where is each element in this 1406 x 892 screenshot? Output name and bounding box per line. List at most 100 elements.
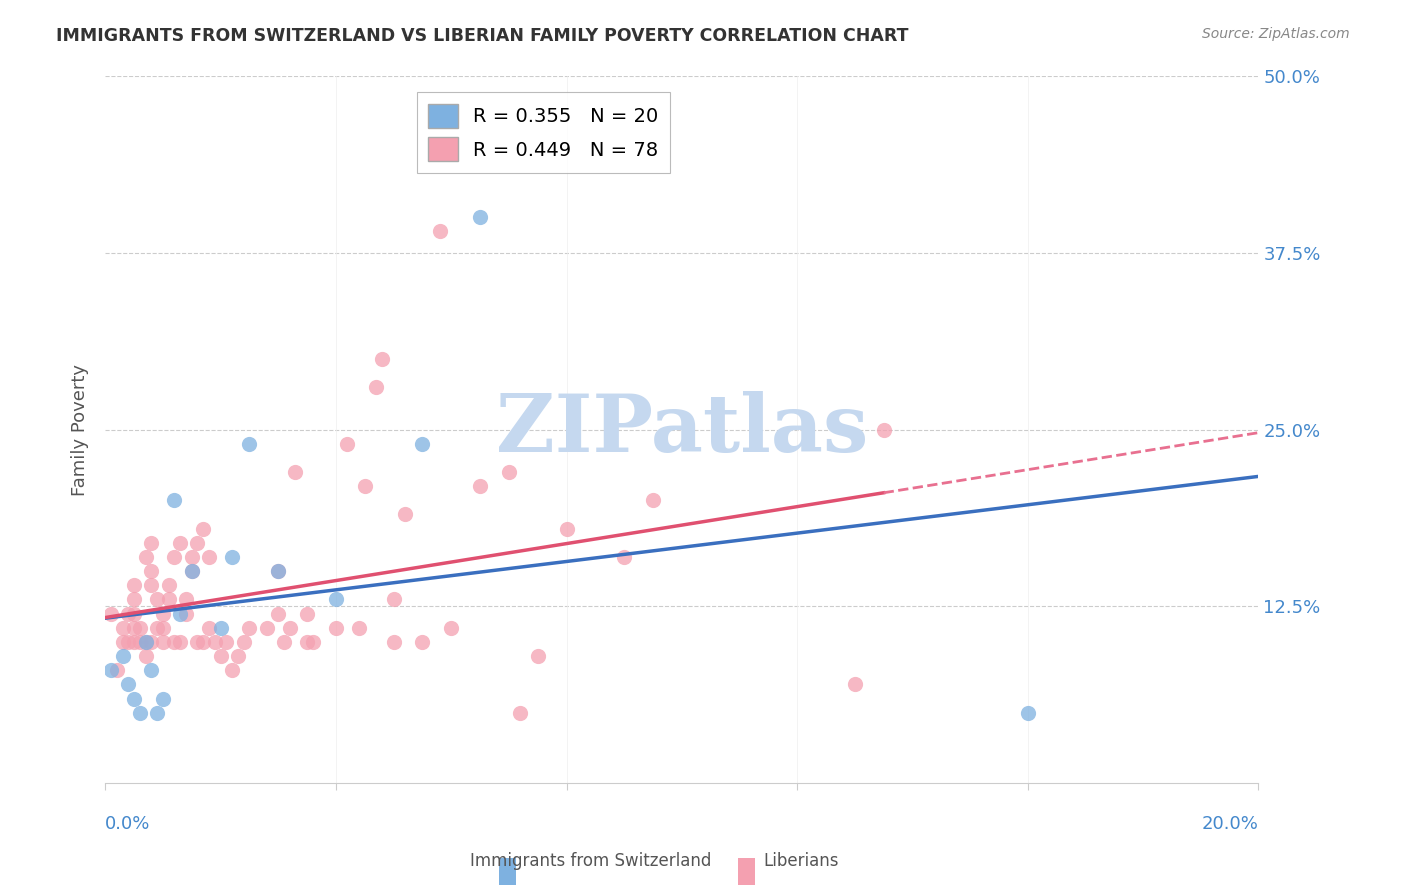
Point [141, 663, 163, 677]
Point [169, 635, 191, 649]
Point [146, 592, 169, 607]
Point [411, 436, 433, 450]
Point [111, 635, 134, 649]
Point [141, 535, 163, 549]
Point [180, 564, 202, 578]
Point [215, 635, 238, 649]
Point [411, 635, 433, 649]
Point [613, 549, 636, 564]
Point [174, 592, 197, 607]
Point [169, 607, 191, 621]
Point [353, 479, 375, 493]
Point [135, 549, 157, 564]
Point [180, 549, 202, 564]
Point [209, 621, 232, 635]
Point [135, 635, 157, 649]
Point [146, 706, 169, 720]
Point [135, 635, 157, 649]
Point [186, 535, 208, 549]
Point [468, 210, 491, 224]
Point [844, 677, 866, 691]
Point [498, 465, 520, 479]
Point [152, 691, 174, 706]
Point [204, 635, 226, 649]
Point [157, 592, 180, 607]
Point [226, 648, 249, 663]
Point [198, 549, 221, 564]
Text: 0.0%: 0.0% [105, 815, 150, 833]
Point [141, 578, 163, 592]
Point [111, 648, 134, 663]
Text: ZIPatlas: ZIPatlas [496, 391, 868, 468]
Point [128, 635, 150, 649]
Point [382, 635, 405, 649]
Point [141, 635, 163, 649]
Text: Liberians: Liberians [763, 852, 839, 870]
Point [122, 635, 145, 649]
Point [152, 635, 174, 649]
Point [267, 564, 290, 578]
Point [267, 564, 290, 578]
Point [122, 578, 145, 592]
Point [135, 648, 157, 663]
Point [105, 663, 128, 677]
Point [232, 635, 254, 649]
Point [429, 224, 451, 238]
Point [174, 607, 197, 621]
Point [163, 549, 186, 564]
Point [382, 592, 405, 607]
Point [526, 648, 548, 663]
Point [238, 436, 260, 450]
Point [117, 635, 139, 649]
Point [872, 423, 894, 437]
Point [295, 635, 318, 649]
Point [295, 607, 318, 621]
Point [238, 621, 260, 635]
Point [440, 621, 463, 635]
Point [146, 621, 169, 635]
Point [325, 621, 347, 635]
Point [1017, 706, 1039, 720]
Point [221, 663, 243, 677]
Y-axis label: Family Poverty: Family Poverty [72, 364, 89, 496]
Point [278, 621, 301, 635]
Point [394, 508, 416, 522]
Point [122, 691, 145, 706]
Point [186, 635, 208, 649]
Point [111, 621, 134, 635]
Point [117, 677, 139, 691]
Point [468, 479, 491, 493]
Point [509, 706, 531, 720]
Point [193, 635, 215, 649]
Point [152, 607, 174, 621]
Point [122, 621, 145, 635]
Point [128, 621, 150, 635]
Point [284, 465, 307, 479]
Point [366, 380, 388, 394]
Text: Immigrants from Switzerland: Immigrants from Switzerland [470, 852, 711, 870]
Point [169, 535, 191, 549]
Point [117, 607, 139, 621]
Point [163, 635, 186, 649]
Point [152, 621, 174, 635]
Point [301, 635, 323, 649]
Point [325, 592, 347, 607]
Point [347, 621, 370, 635]
Text: IMMIGRANTS FROM SWITZERLAND VS LIBERIAN FAMILY POVERTY CORRELATION CHART: IMMIGRANTS FROM SWITZERLAND VS LIBERIAN … [56, 27, 908, 45]
Legend: R = 0.355   N = 20, R = 0.449   N = 78: R = 0.355 N = 20, R = 0.449 N = 78 [416, 92, 671, 173]
Point [100, 607, 122, 621]
Point [256, 621, 278, 635]
Point [267, 607, 290, 621]
Text: 20.0%: 20.0% [1202, 815, 1258, 833]
Point [100, 663, 122, 677]
Point [336, 436, 359, 450]
Point [180, 564, 202, 578]
Point [157, 578, 180, 592]
Point [371, 351, 394, 366]
Point [122, 592, 145, 607]
Point [198, 621, 221, 635]
Point [141, 564, 163, 578]
Point [273, 635, 295, 649]
Point [122, 607, 145, 621]
Point [641, 493, 664, 508]
